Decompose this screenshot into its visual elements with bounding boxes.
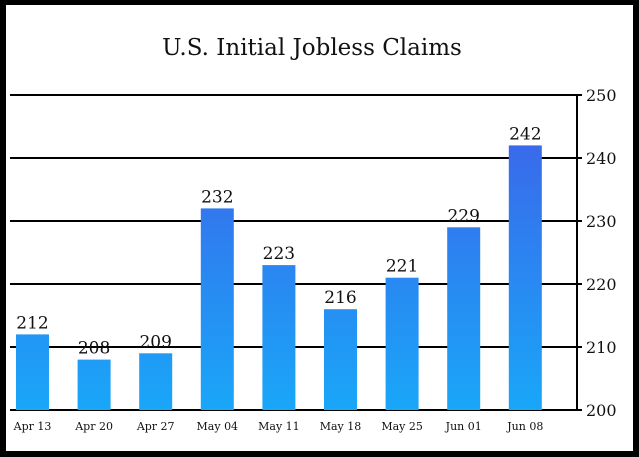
y-axis-tick-labels: 200 210 220 230 240 250 — [586, 86, 617, 420]
x-tick-label-may-18: May 18 — [320, 420, 362, 433]
x-tick-label-may-04: May 04 — [197, 420, 239, 433]
x-tick-label-apr-20: Apr 20 — [74, 420, 113, 433]
y-tick-label-240: 240 — [586, 149, 617, 168]
data-label-jun-08: 242 — [509, 124, 541, 144]
data-label-apr-27: 209 — [139, 332, 171, 352]
data-label-may-18: 216 — [324, 288, 356, 308]
x-tick-label-apr-13: Apr 13 — [13, 420, 52, 433]
x-tick-label-jun-08: Jun 08 — [506, 420, 543, 433]
bar-may-11 — [262, 265, 296, 410]
x-tick-label-jun-01: Jun 01 — [445, 420, 482, 433]
data-labels: 212 208 209 232 223 216 221 229 242 — [16, 124, 541, 358]
y-tick-label-220: 220 — [586, 275, 617, 294]
chart-title: U.S. Initial Jobless Claims — [162, 35, 462, 61]
bar-apr-13 — [16, 334, 49, 410]
bar-may-04 — [200, 208, 234, 410]
bar-apr-20 — [77, 359, 111, 410]
bar-jun-08 — [508, 145, 542, 410]
x-tick-label-may-11: May 11 — [258, 420, 300, 433]
y-tick-label-230: 230 — [586, 212, 617, 231]
y-tick-label-200: 200 — [586, 401, 617, 420]
data-label-apr-13: 212 — [16, 313, 48, 333]
data-label-apr-20: 208 — [78, 339, 110, 359]
data-label-may-11: 223 — [263, 244, 295, 264]
data-label-may-04: 232 — [201, 187, 233, 207]
bar-may-25 — [385, 277, 419, 410]
y-tick-label-210: 210 — [586, 338, 617, 357]
y-tick-label-250: 250 — [586, 86, 617, 105]
data-label-jun-01: 229 — [447, 206, 479, 226]
bar-apr-27 — [139, 353, 173, 410]
x-tick-label-may-25: May 25 — [381, 420, 423, 433]
data-label-may-25: 221 — [386, 257, 418, 277]
x-axis-tick-labels: Apr 13 Apr 20 Apr 27 May 04 May 11 May 18 May … — [13, 420, 544, 433]
x-tick-label-apr-27: Apr 27 — [136, 420, 175, 433]
bar-jun-01 — [447, 227, 481, 410]
bar-may-18 — [324, 309, 357, 410]
bars — [16, 145, 542, 410]
